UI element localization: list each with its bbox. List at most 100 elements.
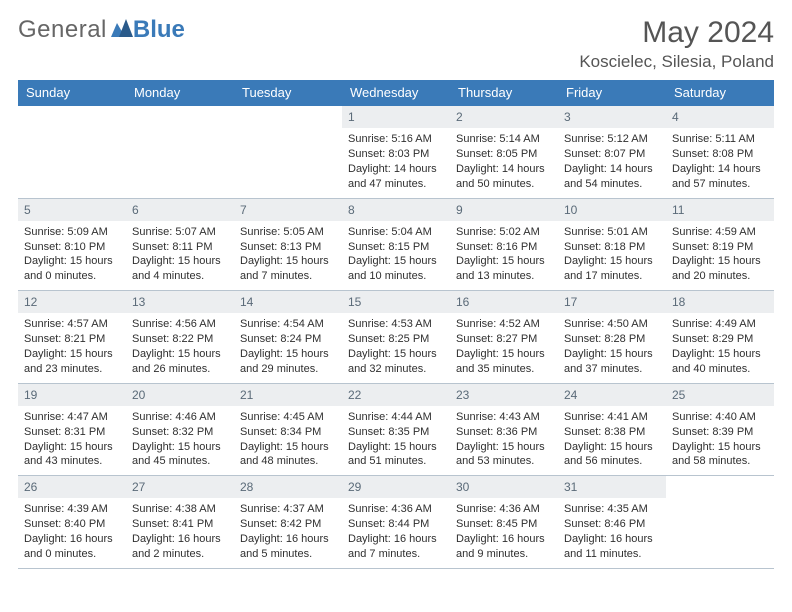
day-number: 16: [450, 291, 558, 313]
daylight-line: Daylight: 15 hours and 0 minutes.: [24, 254, 120, 284]
sunrise-line: Sunrise: 4:38 AM: [132, 502, 228, 517]
day-number: 20: [126, 384, 234, 406]
day-number: 10: [558, 199, 666, 221]
sunset-line: Sunset: 8:10 PM: [24, 240, 120, 255]
daylight-line: Daylight: 15 hours and 32 minutes.: [348, 347, 444, 377]
daylight-line: Daylight: 15 hours and 45 minutes.: [132, 440, 228, 470]
calendar-cell: 7 Sunrise: 5:05 AMSunset: 8:13 PMDaylight…: [234, 198, 342, 291]
calendar-cell: 10Sunrise: 5:01 AMSunset: 8:18 PMDayligh…: [558, 198, 666, 291]
sunset-line: Sunset: 8:21 PM: [24, 332, 120, 347]
daylight-line: Daylight: 14 hours and 54 minutes.: [564, 162, 660, 192]
daylight-line: Daylight: 16 hours and 11 minutes.: [564, 532, 660, 562]
sunset-line: Sunset: 8:24 PM: [240, 332, 336, 347]
calendar-row: 5Sunrise: 5:09 AMSunset: 8:10 PMDaylight…: [18, 198, 774, 291]
sunrise-line: Sunrise: 4:59 AM: [672, 225, 768, 240]
sunset-line: Sunset: 8:28 PM: [564, 332, 660, 347]
calendar-cell: 13Sunrise: 4:56 AMSunset: 8:22 PMDayligh…: [126, 291, 234, 384]
sunset-line: Sunset: 8:13 PM: [240, 240, 336, 255]
logo-text-blue: Blue: [133, 16, 185, 44]
daylight-line: Daylight: 15 hours and 37 minutes.: [564, 347, 660, 377]
day-number: 9: [450, 199, 558, 221]
day-number: 14: [234, 291, 342, 313]
sunrise-line: Sunrise: 4:56 AM: [132, 317, 228, 332]
calendar-cell: 20 Sunrise: 4:46 AMSunset: 8:32 PMDayligh…: [126, 383, 234, 476]
sunset-line: Sunset: 8:16 PM: [456, 240, 552, 255]
daylight-line: Daylight: 15 hours and 4 minutes.: [132, 254, 228, 284]
sunrise-line: Sunrise: 4:43 AM: [456, 410, 552, 425]
day-number: 2: [450, 106, 558, 128]
sunrise-line: Sunrise: 5:05 AM: [240, 225, 336, 240]
logo-text-general: General: [18, 16, 107, 44]
sunset-line: Sunset: 8:25 PM: [348, 332, 444, 347]
sunrise-line: Sunrise: 4:36 AM: [348, 502, 444, 517]
calendar-cell: 26Sunrise: 4:39 AMSunset: 8:40 PMDayligh…: [18, 476, 126, 569]
daylight-line: Daylight: 14 hours and 57 minutes.: [672, 162, 768, 192]
daylight-line: Daylight: 15 hours and 56 minutes.: [564, 440, 660, 470]
day-number: 7: [234, 199, 342, 221]
sunset-line: Sunset: 8:03 PM: [348, 147, 444, 162]
sunrise-line: Sunrise: 4:39 AM: [24, 502, 120, 517]
daylight-line: Daylight: 16 hours and 9 minutes.: [456, 532, 552, 562]
calendar-header-row: SundayMondayTuesdayWednesdayThursdayFrid…: [18, 80, 774, 106]
sunset-line: Sunset: 8:45 PM: [456, 517, 552, 532]
sunrise-line: Sunrise: 4:37 AM: [240, 502, 336, 517]
sunrise-line: Sunrise: 4:44 AM: [348, 410, 444, 425]
calendar-cell: 24Sunrise: 4:41 AMSunset: 8:38 PMDayligh…: [558, 383, 666, 476]
daylight-line: Daylight: 15 hours and 7 minutes.: [240, 254, 336, 284]
daylight-line: Daylight: 15 hours and 23 minutes.: [24, 347, 120, 377]
sunset-line: Sunset: 8:32 PM: [132, 425, 228, 440]
daylight-line: Daylight: 15 hours and 10 minutes.: [348, 254, 444, 284]
calendar-cell: .: [234, 106, 342, 199]
sunrise-line: Sunrise: 4:45 AM: [240, 410, 336, 425]
daylight-line: Daylight: 16 hours and 2 minutes.: [132, 532, 228, 562]
logo-mark-icon: [111, 16, 133, 44]
calendar-cell: 19Sunrise: 4:47 AMSunset: 8:31 PMDayligh…: [18, 383, 126, 476]
calendar-cell: 27Sunrise: 4:38 AMSunset: 8:41 PMDayligh…: [126, 476, 234, 569]
sunrise-line: Sunrise: 4:40 AM: [672, 410, 768, 425]
daylight-line: Daylight: 15 hours and 58 minutes.: [672, 440, 768, 470]
daylight-line: Daylight: 15 hours and 53 minutes.: [456, 440, 552, 470]
sunset-line: Sunset: 8:38 PM: [564, 425, 660, 440]
calendar-cell: .: [126, 106, 234, 199]
calendar-cell: .: [666, 476, 774, 569]
calendar-cell: 25Sunrise: 4:40 AMSunset: 8:39 PMDayligh…: [666, 383, 774, 476]
daylight-line: Daylight: 15 hours and 43 minutes.: [24, 440, 120, 470]
day-number: 19: [18, 384, 126, 406]
daylight-line: Daylight: 15 hours and 20 minutes.: [672, 254, 768, 284]
sunset-line: Sunset: 8:36 PM: [456, 425, 552, 440]
calendar-row: 26Sunrise: 4:39 AMSunset: 8:40 PMDayligh…: [18, 476, 774, 569]
sunset-line: Sunset: 8:07 PM: [564, 147, 660, 162]
day-number: 21: [234, 384, 342, 406]
day-number: 8: [342, 199, 450, 221]
day-number: 11: [666, 199, 774, 221]
calendar-cell: 31Sunrise: 4:35 AMSunset: 8:46 PMDayligh…: [558, 476, 666, 569]
day-number: 24: [558, 384, 666, 406]
sunset-line: Sunset: 8:40 PM: [24, 517, 120, 532]
day-number: 25: [666, 384, 774, 406]
day-number: 30: [450, 476, 558, 498]
sunrise-line: Sunrise: 4:46 AM: [132, 410, 228, 425]
sunset-line: Sunset: 8:35 PM: [348, 425, 444, 440]
sunset-line: Sunset: 8:42 PM: [240, 517, 336, 532]
sunrise-line: Sunrise: 4:49 AM: [672, 317, 768, 332]
weekday-header: Monday: [126, 80, 234, 106]
calendar-cell: 2Sunrise: 5:14 AMSunset: 8:05 PMDaylight…: [450, 106, 558, 199]
sunrise-line: Sunrise: 4:50 AM: [564, 317, 660, 332]
day-number: 3: [558, 106, 666, 128]
sunrise-line: Sunrise: 5:14 AM: [456, 132, 552, 147]
sunset-line: Sunset: 8:41 PM: [132, 517, 228, 532]
sunrise-line: Sunrise: 4:36 AM: [456, 502, 552, 517]
sunset-line: Sunset: 8:15 PM: [348, 240, 444, 255]
calendar-cell: 14Sunrise: 4:54 AMSunset: 8:24 PMDayligh…: [234, 291, 342, 384]
calendar-cell: 17Sunrise: 4:50 AMSunset: 8:28 PMDayligh…: [558, 291, 666, 384]
header: General Blue May 2024 Koscielec, Silesia…: [18, 16, 774, 72]
day-number: 18: [666, 291, 774, 313]
weekday-header: Sunday: [18, 80, 126, 106]
day-number: 29: [342, 476, 450, 498]
day-number: 1: [342, 106, 450, 128]
sunset-line: Sunset: 8:29 PM: [672, 332, 768, 347]
calendar-row: ...1Sunrise: 5:16 AMSunset: 8:03 PMDayli…: [18, 106, 774, 199]
day-number: 15: [342, 291, 450, 313]
sunrise-line: Sunrise: 5:04 AM: [348, 225, 444, 240]
sunset-line: Sunset: 8:27 PM: [456, 332, 552, 347]
